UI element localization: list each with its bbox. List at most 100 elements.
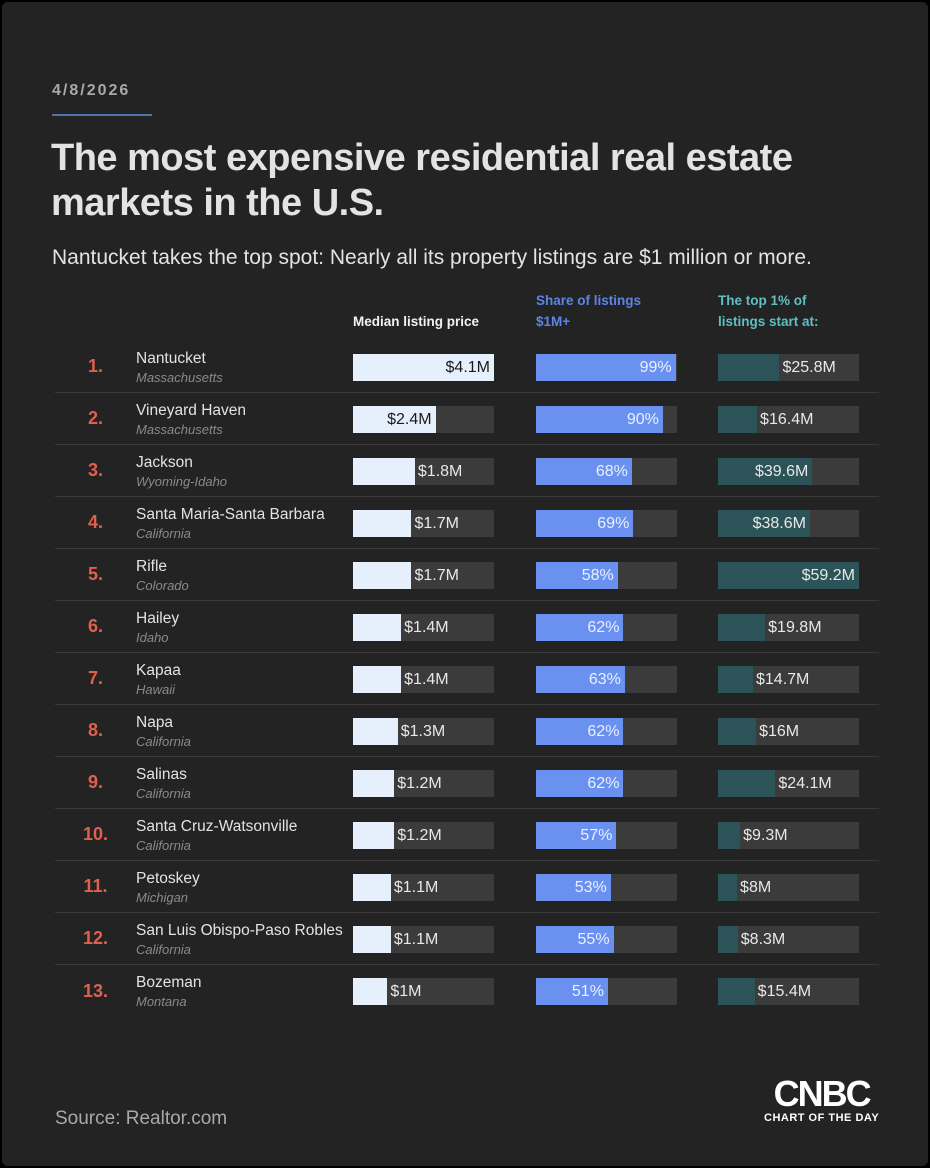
- share-bar-track: 51%: [536, 978, 677, 1005]
- median-bar-label: $1.1M: [393, 930, 439, 948]
- market-name: Petoskey Michigan: [136, 868, 353, 906]
- top1-bar-label: $59.2M: [801, 566, 855, 584]
- logo-tagline: CHART OF THE DAY: [764, 1112, 880, 1124]
- share-bar-label: 53%: [574, 878, 607, 896]
- median-bar-track: $1.1M: [353, 925, 494, 953]
- table-row: 6. Hailey Idaho $1.4M 62% $19.8M: [55, 601, 879, 653]
- median-bar-track: $1M: [353, 978, 494, 1005]
- top1-bar-label: $38.6M: [752, 514, 806, 532]
- share-bar: [536, 665, 625, 693]
- rank-label: 1.: [87, 356, 103, 376]
- share-bar-track: 69%: [536, 509, 677, 537]
- market-name: Hailey Idaho: [136, 608, 353, 646]
- median-bar-label: $1.7M: [414, 566, 459, 584]
- source-note: Source: Realtor.com: [55, 1108, 228, 1129]
- median-bar: [353, 925, 391, 953]
- top1-bar-label: $8.3M: [740, 930, 786, 948]
- median-bar-label: $1.8M: [417, 462, 463, 480]
- top1-bar-label: $16.4M: [760, 410, 814, 428]
- rank-label: 13.: [82, 980, 109, 1001]
- share-bar-track: 53%: [536, 873, 677, 901]
- table-row: 12. San Luis Obispo-Paso Robles California…: [55, 913, 879, 965]
- top1-bar-track: $9.3M: [718, 821, 859, 849]
- top1-bar-track: $14.7M: [718, 665, 859, 693]
- market-state: Wyoming-Idaho: [136, 473, 228, 489]
- market-city: Vineyard Haven: [136, 401, 247, 419]
- median-bar-track: $1.4M: [353, 613, 494, 641]
- chart-title: The most expensive residential real esta…: [51, 137, 793, 224]
- median-bar-label: $4.1M: [445, 358, 490, 376]
- table-row: 3. Jackson Wyoming-Idaho $1.8M 68% $39.6M: [55, 445, 879, 497]
- median-bar: [353, 717, 398, 745]
- median-bar: [353, 457, 415, 485]
- top1-bar-label: $19.8M: [768, 618, 822, 636]
- share-bar: [536, 509, 634, 537]
- market-state: Colorado: [136, 577, 189, 593]
- rank-label: 11.: [83, 876, 108, 896]
- rank-label: 12.: [82, 928, 109, 948]
- share-bar-track: 68%: [536, 457, 677, 485]
- top1-bar-label: $25.8M: [782, 358, 836, 376]
- median-bar: [353, 665, 402, 693]
- share-bar-track: 90%: [536, 405, 677, 433]
- share-bar-label: 63%: [588, 670, 621, 688]
- table-row: 13. Bozeman Montana $1M 51% $15.4M: [55, 965, 879, 1017]
- chart-subtitle: Nantucket takes the top spot: Nearly all…: [52, 246, 812, 269]
- median-bar-label: $1.2M: [397, 826, 442, 844]
- rank-label: 7.: [87, 668, 103, 688]
- header-top1: The top 1% of listings start at:: [718, 293, 819, 329]
- share-bar-label: 58%: [581, 566, 614, 584]
- top1-bar-track: $15.4M: [718, 978, 859, 1005]
- market-state: Montana: [136, 994, 187, 1009]
- table-row: 7. Kapaa Hawaii $1.4M 63% $14.7M: [55, 653, 879, 705]
- median-bar-track: $1.7M: [353, 509, 494, 537]
- median-bar-track: $1.8M: [353, 457, 494, 485]
- top1-bar-label: $15.4M: [757, 983, 812, 1000]
- table-row: 1. Nantucket Massachusetts $4.1M 99% $25.8M: [55, 341, 879, 393]
- market-state: Hawaii: [136, 681, 176, 697]
- top1-bar-track: $38.6M: [718, 509, 859, 537]
- table-row: 11. Petoskey Michigan $1.1M 53% $8M: [55, 861, 879, 913]
- table-row: 10. Santa Cruz-Watsonville California $1.2M…: [55, 809, 879, 861]
- market-name: San Luis Obispo-Paso Robles California: [136, 920, 353, 958]
- share-bar: [536, 405, 663, 433]
- top1-bar-track: $16M: [718, 717, 859, 745]
- market-city: Hailey: [136, 609, 180, 627]
- market-city: Kapaa: [136, 661, 181, 679]
- rank-label: 2.: [87, 408, 103, 428]
- market-state: California: [136, 837, 191, 853]
- market-city: Bozeman: [136, 974, 202, 991]
- top1-bar-label: $14.7M: [756, 670, 810, 688]
- top1-bar-track: $8M: [718, 873, 859, 901]
- market-state: California: [136, 525, 191, 541]
- market-name: Bozeman Montana: [136, 972, 353, 1010]
- share-bar-label: 90%: [626, 410, 659, 428]
- median-bar: [353, 873, 391, 901]
- median-bar: [353, 353, 494, 381]
- date: 4/8/2026: [52, 82, 131, 99]
- market-name: Nantucket Massachusetts: [136, 348, 353, 386]
- share-bar-label: 51%: [571, 983, 604, 1000]
- market-city: Santa Cruz-Watsonville: [136, 817, 298, 835]
- median-bar: [353, 405, 436, 433]
- median-bar-track: $2.4M: [353, 405, 494, 433]
- rank-label: 3.: [87, 460, 103, 480]
- share-bar: [536, 769, 624, 797]
- market-name: Rifle Colorado: [136, 556, 353, 594]
- share-bar-track: 57%: [536, 821, 677, 849]
- median-bar-label: $1.7M: [414, 514, 459, 532]
- share-bar-track: 99%: [536, 353, 677, 381]
- market-name: Vineyard Haven Massachusetts: [136, 400, 353, 438]
- rank-label: 10.: [82, 824, 109, 844]
- logo-brand: CNBC: [773, 1073, 872, 1114]
- market-city: San Luis Obispo-Paso Robles: [136, 921, 343, 939]
- median-bar-track: $1.2M: [353, 821, 494, 849]
- rank-label: 4.: [87, 512, 103, 532]
- market-city: Napa: [136, 713, 174, 731]
- rank-label: 6.: [87, 616, 103, 636]
- share-bar: [536, 457, 632, 485]
- share-bar-track: 62%: [536, 769, 677, 797]
- median-bar: [353, 769, 395, 797]
- share-bar: [536, 978, 608, 1005]
- market-city: Santa Maria-Santa Barbara: [136, 505, 325, 523]
